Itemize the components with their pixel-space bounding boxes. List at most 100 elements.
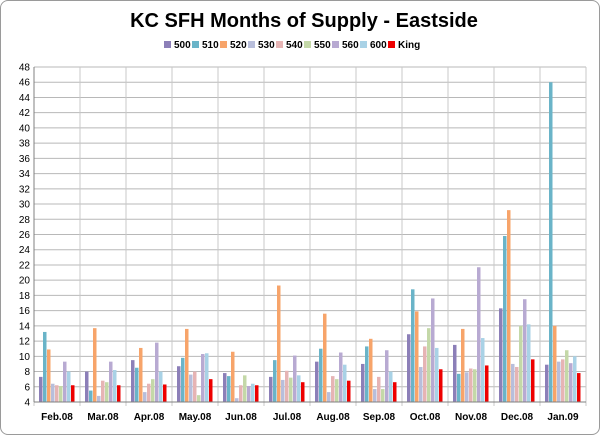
bar-600-feb-08	[67, 371, 71, 402]
bar-520-mar-08	[93, 328, 97, 402]
bar-540-jun-08	[239, 385, 243, 402]
bar-500-jan-09	[545, 364, 549, 402]
bar-560-mar-08	[109, 361, 113, 402]
bar-560-oct-08	[431, 298, 435, 402]
gridlines	[33, 66, 587, 406]
legend-label-530: 530	[258, 40, 275, 51]
y-tick-label: 8	[24, 367, 30, 378]
bar-510-jun-08	[227, 376, 231, 402]
legend-label-550: 550	[314, 40, 331, 51]
bar-510-feb-08	[43, 331, 47, 402]
y-tick-label: 42	[19, 108, 31, 119]
bar-530-may-08	[189, 374, 193, 402]
bar-600-jun-08	[251, 383, 255, 402]
bar-king-apr-08	[163, 384, 167, 402]
bar-550-dec-08	[519, 325, 523, 402]
bar-550-jun-08	[243, 375, 247, 402]
legend-swatch-530	[248, 41, 255, 48]
bar-520-feb-08	[47, 349, 51, 402]
bar-520-dec-08	[507, 210, 511, 402]
legend-swatch-600	[360, 41, 367, 48]
bar-500-feb-08	[39, 376, 43, 403]
y-tick-label: 6	[24, 382, 30, 393]
legend-label-king: King	[398, 40, 420, 51]
bar-550-mar-08	[105, 382, 109, 402]
bar-500-apr-08	[131, 360, 135, 403]
bar-530-feb-08	[51, 383, 55, 402]
legend-swatch-540	[276, 41, 283, 48]
bar-520-nov-08	[461, 328, 465, 402]
legend-label-600: 600	[370, 40, 387, 51]
bar-king-may-08	[209, 379, 213, 402]
x-tick-label: Apr.08	[134, 412, 165, 423]
bar-600-nov-08	[481, 338, 485, 402]
bars	[39, 82, 581, 403]
bar-600-mar-08	[113, 370, 117, 402]
bar-560-dec-08	[523, 299, 527, 402]
legend-swatch-520	[220, 41, 227, 48]
bar-king-mar-08	[117, 385, 121, 402]
bar-520-oct-08	[415, 311, 419, 402]
y-tick-label: 30	[19, 200, 31, 211]
y-tick-label: 20	[19, 276, 31, 287]
y-tick-label: 10	[19, 352, 31, 363]
legend-label-500: 500	[174, 40, 191, 51]
bar-king-nov-08	[485, 365, 489, 402]
bar-king-sep-08	[393, 382, 397, 402]
bar-king-feb-08	[71, 385, 75, 402]
bar-500-jul-08	[269, 376, 273, 403]
bar-560-nov-08	[477, 267, 481, 402]
bar-520-jan-09	[553, 325, 557, 402]
bar-560-may-08	[201, 354, 205, 402]
y-tick-label: 38	[19, 139, 31, 150]
bar-510-nov-08	[457, 373, 461, 402]
y-tick-label: 40	[19, 123, 31, 134]
x-tick-label: Jan.09	[547, 412, 579, 423]
legend-swatch-550	[304, 41, 311, 48]
bar-560-aug-08	[339, 352, 343, 402]
bar-600-jul-08	[297, 375, 301, 402]
bar-530-jan-09	[557, 361, 561, 402]
x-axis: Feb.08 Mar.08 Apr.08 May.08 Jun.08 Jul.08 Aug.…	[34, 401, 586, 423]
x-tick-label: May.08	[179, 412, 212, 423]
x-tick-label: Nov.08	[455, 412, 487, 423]
y-tick-label: 4	[24, 398, 30, 409]
x-tick-label: Oct.08	[410, 412, 441, 423]
y-tick-label: 34	[19, 169, 31, 180]
bar-510-sep-08	[365, 346, 369, 402]
y-tick-label: 14	[19, 321, 31, 332]
x-tick-label: Jun.08	[225, 412, 257, 423]
bar-500-sep-08	[361, 363, 365, 402]
bar-540-apr-08	[147, 383, 151, 402]
bar-560-apr-08	[155, 342, 159, 402]
legend: 500 510 520 530 540 550 560 600 King	[164, 40, 420, 51]
bar-540-mar-08	[101, 380, 105, 402]
y-axis: 4681012141618202224262830323436384042444…	[19, 63, 35, 409]
bar-550-nov-08	[473, 369, 477, 402]
bar-500-dec-08	[499, 308, 503, 402]
legend-swatch-510	[192, 41, 199, 48]
bar-520-apr-08	[139, 347, 143, 402]
bar-530-jul-08	[281, 379, 285, 402]
bar-560-jun-08	[247, 386, 251, 402]
y-tick-label: 48	[19, 63, 31, 74]
legend-label-560: 560	[342, 40, 359, 51]
bar-540-aug-08	[331, 376, 335, 402]
bar-king-jan-09	[577, 373, 581, 402]
bar-king-aug-08	[347, 380, 351, 402]
legend-swatch-500	[164, 41, 171, 48]
y-tick-label: 44	[19, 93, 31, 104]
y-tick-label: 36	[19, 154, 31, 165]
bar-560-jan-09	[569, 363, 573, 402]
y-tick-label: 18	[19, 291, 31, 302]
bar-560-feb-08	[63, 361, 67, 402]
bar-530-nov-08	[465, 372, 469, 402]
bar-510-jan-09	[549, 82, 553, 402]
bar-520-aug-08	[323, 313, 327, 402]
bar-600-oct-08	[435, 347, 439, 402]
bar-550-may-08	[197, 395, 201, 402]
bar-510-mar-08	[89, 390, 93, 402]
bar-600-apr-08	[159, 371, 163, 402]
bar-530-dec-08	[511, 363, 515, 402]
